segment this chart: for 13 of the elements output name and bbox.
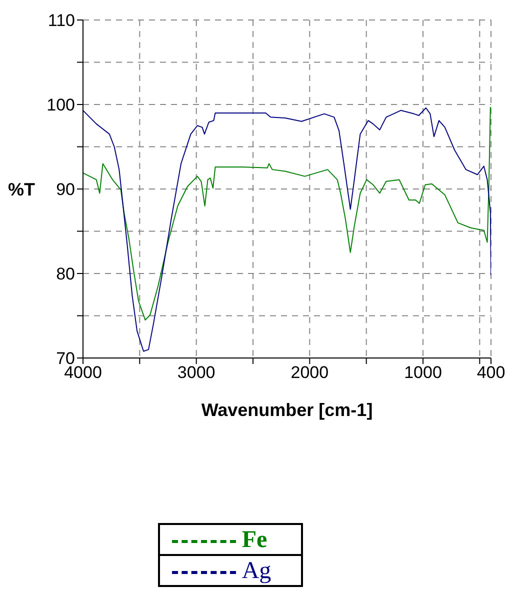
y-tick-label: 100: [46, 96, 75, 115]
x-tick-label: 400: [476, 363, 506, 382]
y-tick-label: 80: [56, 264, 75, 284]
x-tick-label: 4000: [64, 363, 102, 382]
x-tick-label: 3000: [177, 363, 216, 382]
x-tick-label: 1000: [404, 363, 442, 382]
x-axis-title: Wavenumber [cm-1]: [201, 400, 373, 420]
y-axis-title: %T: [8, 179, 36, 200]
y-tick-label: 110: [48, 11, 75, 30]
x-tick-label: 2000: [290, 363, 329, 382]
y-tick-label: 90: [56, 180, 75, 200]
legend-label: Fe: [242, 527, 268, 553]
legend-label: Ag: [242, 558, 272, 584]
